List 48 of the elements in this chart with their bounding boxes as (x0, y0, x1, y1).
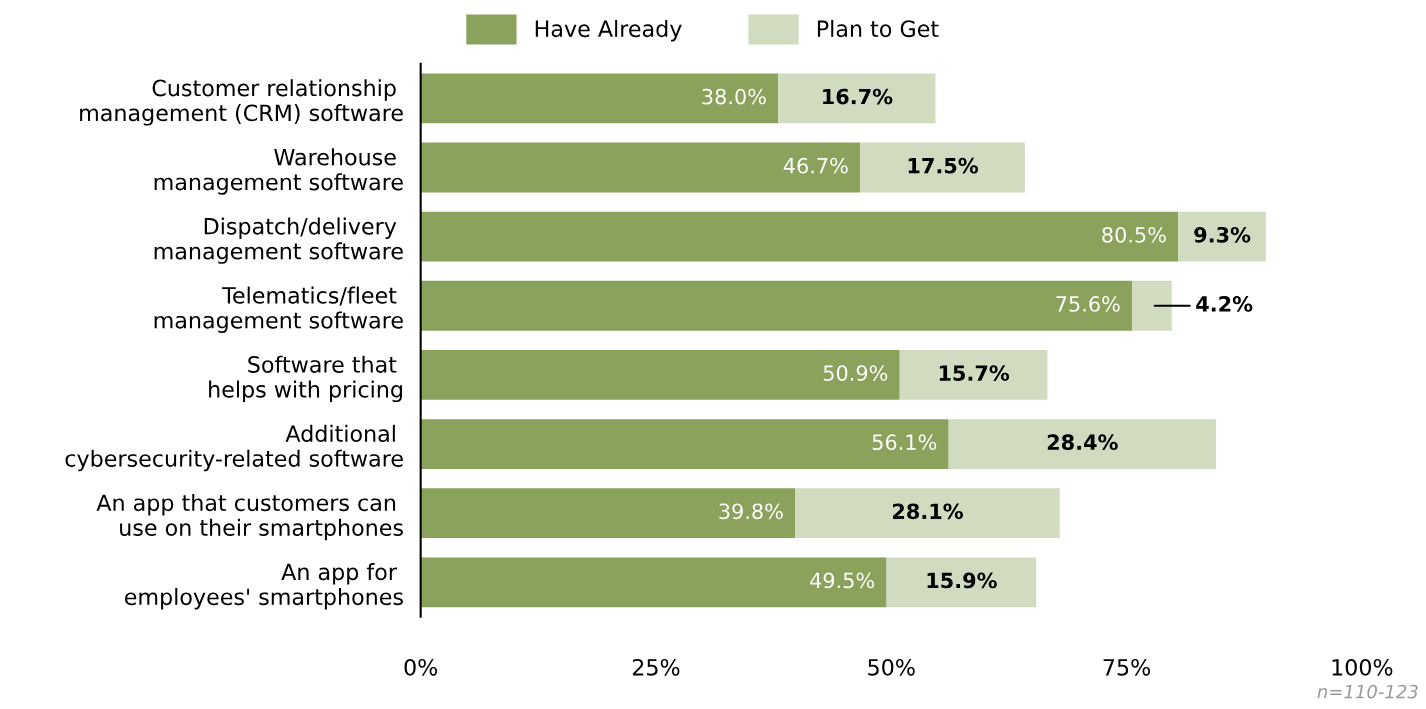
data-label: 56.1% (872, 434, 937, 451)
bar (420, 73, 779, 124)
x-tick-label: 50% (868, 658, 915, 676)
data-label: 17.5% (908, 157, 979, 174)
data-label: 75.6% (1056, 296, 1120, 312)
y-tick-label: Telematics/fleet management software (154, 286, 403, 333)
data-label: 15.7% (939, 365, 1010, 381)
y-tick-label: An app that customers can use on their smartphones (96, 493, 403, 541)
y-tick-label: Software that helps with pricing (209, 355, 402, 403)
bar (948, 419, 1216, 469)
y-tick-label: Warehouse management software (154, 148, 403, 195)
bar (420, 142, 861, 193)
y-tick-label: Additional cybersecurity-related software (65, 424, 403, 472)
bar (899, 350, 1048, 400)
y-tick-label: Customer relationship management (CRM) software (80, 79, 403, 126)
text: n=110-123 (1317, 684, 1418, 699)
data-label: 49.5% (810, 572, 875, 589)
bar (420, 419, 949, 469)
data-label: 16.7% (823, 88, 893, 105)
x-tick-label: 75% (1103, 658, 1151, 676)
legend-label: Have Already (535, 19, 682, 42)
bar (420, 211, 1179, 262)
legend-label: Plan to Get (817, 19, 939, 38)
data-label: 28.4% (1047, 434, 1118, 451)
bar (795, 488, 1060, 539)
x-tick-label: 100% (1332, 658, 1393, 676)
bar (1132, 280, 1172, 331)
data-label: 28.1% (892, 503, 963, 520)
data-label: 38.0% (702, 88, 766, 105)
data-label: 50.9% (823, 365, 888, 381)
data-label: 15.9% (927, 572, 997, 589)
bar (420, 557, 887, 608)
data-label: 39.8% (719, 503, 783, 520)
x-tick-label: 0% (404, 658, 438, 676)
data-label: 80.5% (1102, 226, 1166, 243)
bar (886, 557, 1037, 608)
bar (420, 280, 1133, 331)
x-tick-label: 25% (632, 658, 680, 676)
bar (420, 488, 796, 539)
y-tick-label: Dispatch/delivery management software (154, 217, 403, 264)
data-label: 46.7% (783, 157, 848, 174)
y-tick-label: An app for employees' smartphones (124, 563, 403, 610)
bar (778, 73, 936, 124)
bar (1178, 211, 1266, 262)
bar (420, 350, 900, 400)
data-label: 4.2% (1196, 296, 1253, 312)
data-label: 9.3% (1194, 226, 1251, 243)
bar (860, 142, 1025, 193)
